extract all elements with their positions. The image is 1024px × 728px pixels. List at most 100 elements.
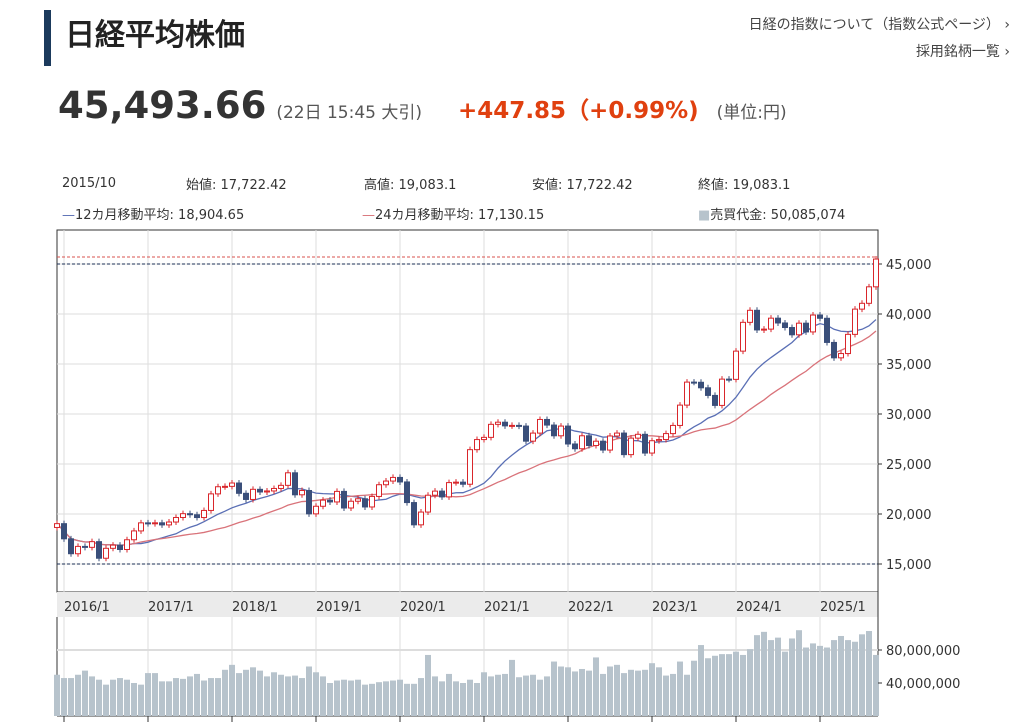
volume-bar — [166, 681, 172, 716]
y-tick-label: 40,000 — [886, 308, 932, 323]
candle — [68, 538, 74, 555]
y-tick-label: 20,000 — [886, 508, 932, 523]
candle — [467, 449, 473, 485]
candle — [565, 425, 571, 445]
candle — [369, 495, 375, 508]
candle — [82, 545, 88, 548]
candle — [768, 317, 774, 330]
volume-bar — [299, 678, 305, 716]
ma12-line — [56, 319, 877, 546]
x-axis-band — [57, 592, 878, 617]
volume-bar — [75, 674, 81, 716]
candle — [306, 489, 312, 515]
volume-bar — [621, 673, 627, 716]
volume-bar — [376, 682, 382, 716]
x-tick-label: 2021/1 — [484, 600, 530, 615]
volume-bar — [866, 631, 872, 716]
volume-bar — [159, 681, 165, 716]
volume-bar — [271, 672, 277, 716]
candle — [635, 433, 641, 439]
volume-bar — [201, 680, 207, 716]
candle — [866, 286, 872, 304]
volume-bar — [600, 673, 606, 716]
volume-bar — [803, 647, 809, 716]
candle — [61, 523, 67, 540]
volume-bar — [285, 676, 291, 716]
volume-bar — [215, 678, 221, 716]
volume-bar — [642, 669, 648, 716]
volume-bar — [677, 661, 683, 716]
volume-bar — [117, 678, 123, 716]
candle — [460, 481, 466, 485]
ma12-legend-icon: — — [62, 208, 75, 223]
tooltip-close: 終値: 19,083.1 — [698, 178, 791, 193]
candle — [684, 381, 690, 406]
candle — [656, 439, 662, 442]
candle — [383, 480, 389, 486]
volume-bar — [817, 645, 823, 716]
candle — [775, 317, 781, 324]
candle — [607, 435, 613, 451]
volume-bar — [761, 631, 767, 716]
volume-bar — [859, 634, 865, 716]
volume-bar — [411, 683, 417, 716]
candle — [803, 322, 809, 333]
volume-bar — [390, 680, 396, 716]
candle — [341, 490, 347, 509]
volume-bar — [425, 654, 431, 716]
candle — [747, 309, 753, 323]
candle — [75, 545, 81, 555]
y-tick-label: 45,000 — [886, 258, 932, 273]
about-index-label: 日経の指数について（指数公式ページ） — [748, 17, 1000, 33]
volume-bar — [572, 671, 578, 716]
volume-bar — [187, 676, 193, 716]
chevron-right-icon: › — [1004, 44, 1010, 60]
candle — [418, 511, 424, 526]
candle — [621, 432, 627, 456]
volume-bar — [446, 673, 452, 716]
volume-bar — [180, 678, 186, 716]
candle — [425, 494, 431, 513]
volume-bar — [810, 643, 816, 716]
candle — [733, 350, 739, 380]
page-title: 日経平均株価 — [65, 18, 245, 53]
tooltip-open: 始値: 17,722.42 — [186, 178, 287, 193]
tooltip-high: 高値: 19,083.1 — [364, 178, 457, 193]
volume-bar — [124, 679, 130, 716]
candle — [89, 541, 95, 548]
volume-bar — [691, 660, 697, 716]
volume-bar — [607, 666, 613, 716]
volume-bar — [635, 670, 641, 716]
candle — [439, 490, 445, 498]
volume-bar — [537, 679, 543, 716]
volume-bar — [89, 676, 95, 716]
volume-bar — [649, 663, 655, 716]
candle — [348, 500, 354, 509]
tooltip-date: 2015/10 — [62, 176, 117, 191]
candle — [824, 317, 830, 343]
volume-bar — [726, 654, 732, 716]
candle — [327, 499, 333, 503]
volume-bar — [131, 683, 137, 716]
candle — [502, 421, 508, 427]
volume-bar — [789, 638, 795, 716]
candle — [166, 521, 172, 526]
constituents-link[interactable]: 採用銘柄一覧 › — [749, 39, 1010, 66]
about-index-link[interactable]: 日経の指数について（指数公式ページ） › — [749, 12, 1010, 39]
volume-bar — [719, 654, 725, 716]
candle — [642, 433, 648, 454]
candle — [537, 418, 543, 434]
candle — [831, 341, 837, 359]
candle — [586, 435, 592, 447]
candle — [614, 432, 620, 437]
volume-bar — [523, 675, 529, 716]
candle — [159, 522, 165, 526]
volume-bar — [873, 654, 879, 716]
volume-bar — [754, 635, 760, 716]
candle — [544, 418, 550, 426]
volume-bar — [852, 641, 858, 716]
candle — [572, 443, 578, 450]
volume-bar — [775, 637, 781, 716]
volume-bar — [222, 669, 228, 716]
